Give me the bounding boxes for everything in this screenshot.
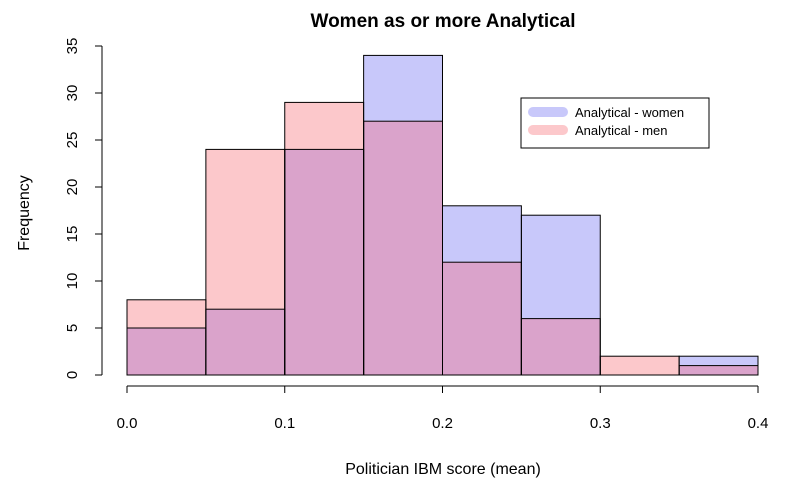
bar-overlap-5: [521, 318, 601, 375]
bar-outline-men-3: [363, 120, 443, 376]
bar-overlap-2: [284, 149, 364, 375]
y-tick-label-4: 20: [64, 179, 81, 196]
chart-title: Women as or more Analytical: [310, 11, 575, 32]
legend-label-0: Analytical - women: [575, 105, 684, 120]
bar-outline-men-7: [678, 365, 759, 376]
x-tick-label-4: 0.4: [748, 415, 769, 432]
x-axis-label: Politician IBM score (mean): [345, 461, 541, 478]
bar-outline-men-5: [520, 318, 601, 376]
x-axis: 0.0 0.1 0.2 0.3 0.4: [117, 385, 769, 432]
legend: Analytical - women Analytical - men: [520, 97, 710, 149]
y-tick-label-5: 25: [64, 132, 81, 149]
y-tick-label-7: 35: [64, 38, 81, 55]
bars-group: [126, 54, 759, 376]
y-axis-label: Frequency: [16, 175, 33, 251]
x-tick-label-2: 0.2: [432, 415, 453, 432]
bar-men-6: [600, 356, 680, 375]
legend-box: [520, 97, 710, 149]
y-tick-label-2: 10: [64, 273, 81, 290]
bar-overlap-4: [442, 262, 522, 375]
bar-overlap-1: [205, 309, 285, 375]
y-tick-label-3: 15: [64, 226, 81, 243]
y-tick-label-0: 0: [64, 371, 81, 379]
bar-overlap-7: [679, 365, 758, 375]
legend-label-1: Analytical - men: [575, 123, 667, 138]
y-tick-label-6: 30: [64, 85, 81, 102]
x-tick-label-0: 0.0: [117, 415, 138, 432]
x-tick-label-1: 0.1: [274, 415, 295, 432]
y-axis: 0 5 10 15 20 25 30 35: [64, 38, 103, 379]
x-tick-label-3: 0.3: [590, 415, 611, 432]
y-tick-label-1: 5: [64, 324, 81, 332]
bar-overlap-0: [127, 328, 206, 375]
bar-overlap-3: [363, 121, 443, 375]
